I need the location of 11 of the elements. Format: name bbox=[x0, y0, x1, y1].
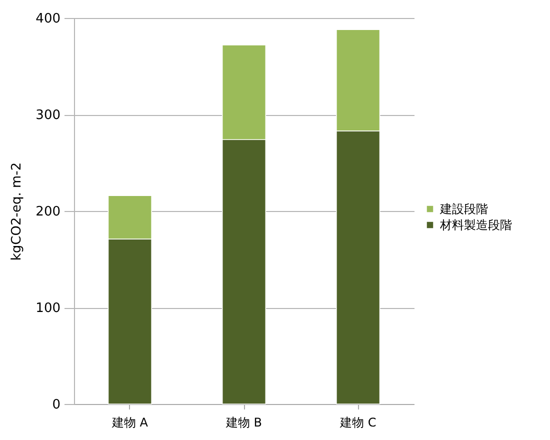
x-tick-label: 建物 B bbox=[224, 416, 262, 430]
legend-label: 材料製造段階 bbox=[439, 218, 512, 232]
x-tick-label: 建物 C bbox=[338, 416, 376, 430]
y-tick-label: 200 bbox=[36, 204, 60, 220]
x-tick-label: 建物 A bbox=[110, 416, 149, 430]
legend-label: 建設段階 bbox=[439, 202, 488, 216]
y-axis-title: kgCO2-eq. m-2 bbox=[10, 162, 25, 261]
y-tick-label: 0 bbox=[52, 398, 60, 412]
y-tick-label: 300 bbox=[36, 108, 60, 123]
y-tick-label: 400 bbox=[36, 12, 60, 26]
y-tick-label: 100 bbox=[36, 301, 60, 316]
